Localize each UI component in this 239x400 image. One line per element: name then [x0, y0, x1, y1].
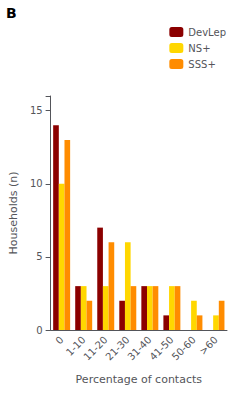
- svg-text:B: B: [6, 5, 17, 21]
- svg-text:1-10: 1-10: [63, 334, 88, 358]
- svg-text:0: 0: [36, 325, 42, 336]
- svg-text:31-40: 31-40: [125, 334, 153, 362]
- svg-text:21-30: 21-30: [103, 334, 131, 362]
- svg-text:10: 10: [30, 178, 43, 189]
- svg-text:11-20: 11-20: [81, 334, 109, 362]
- svg-text:15: 15: [30, 105, 43, 116]
- svg-text:>60: >60: [197, 334, 220, 357]
- svg-text:Households (n): Households (n): [7, 172, 20, 255]
- svg-text:41-50: 41-50: [147, 334, 175, 362]
- svg-text:DevLep: DevLep: [188, 27, 226, 38]
- svg-text:Percentage of contacts: Percentage of contacts: [76, 373, 203, 386]
- svg-text:NS+: NS+: [188, 43, 210, 54]
- svg-text:SSS+: SSS+: [188, 59, 215, 70]
- svg-text:50-60: 50-60: [170, 334, 198, 362]
- svg-text:5: 5: [36, 251, 42, 262]
- svg-text:0: 0: [53, 334, 65, 346]
